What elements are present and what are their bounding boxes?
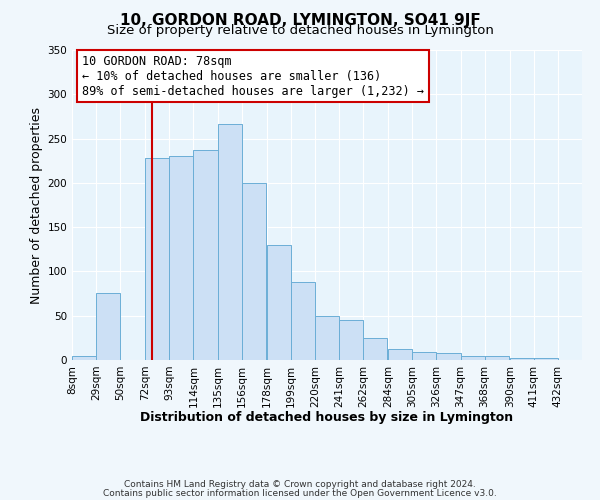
Bar <box>193 150 218 360</box>
Bar <box>291 282 315 360</box>
Bar <box>388 350 412 360</box>
Text: Contains HM Land Registry data © Crown copyright and database right 2024.: Contains HM Land Registry data © Crown c… <box>124 480 476 489</box>
Bar <box>72 356 96 360</box>
Bar <box>534 358 558 360</box>
Bar <box>242 183 266 360</box>
Bar <box>339 320 363 360</box>
Bar <box>412 352 436 360</box>
Bar <box>315 316 339 360</box>
Bar <box>485 356 509 360</box>
Bar <box>363 338 387 360</box>
Text: Contains public sector information licensed under the Open Government Licence v3: Contains public sector information licen… <box>103 488 497 498</box>
Bar <box>461 356 485 360</box>
Bar <box>145 158 169 360</box>
Bar <box>267 245 291 360</box>
Text: 10 GORDON ROAD: 78sqm
← 10% of detached houses are smaller (136)
89% of semi-det: 10 GORDON ROAD: 78sqm ← 10% of detached … <box>82 54 424 98</box>
Text: Size of property relative to detached houses in Lymington: Size of property relative to detached ho… <box>107 24 493 37</box>
Text: 10, GORDON ROAD, LYMINGTON, SO41 9JF: 10, GORDON ROAD, LYMINGTON, SO41 9JF <box>119 12 481 28</box>
Bar <box>96 292 120 360</box>
Bar <box>510 358 534 360</box>
Bar <box>169 156 193 360</box>
X-axis label: Distribution of detached houses by size in Lymington: Distribution of detached houses by size … <box>140 411 514 424</box>
Y-axis label: Number of detached properties: Number of detached properties <box>30 106 43 304</box>
Bar <box>436 353 461 360</box>
Bar <box>218 124 242 360</box>
